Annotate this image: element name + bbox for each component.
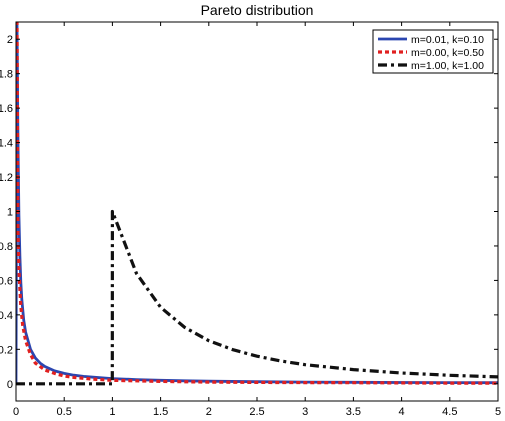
legend: m=0.01, k=0.10m=0.00, k=0.50m=1.00, k=1.… <box>372 29 494 74</box>
legend-label-1: m=0.01, k=0.10 <box>411 34 484 46</box>
chart-title: Pareto distribution <box>201 2 314 18</box>
x-tick-label: 0.5 <box>57 406 72 418</box>
legend-label-3: m=1.00, k=1.00 <box>411 60 484 72</box>
y-tick-label: 1.2 <box>0 172 13 184</box>
x-tick-label: 3.5 <box>346 406 361 418</box>
y-tick-label: 0.6 <box>0 275 13 287</box>
x-tick-label: 4 <box>399 406 405 418</box>
y-tick-label: 1.6 <box>0 103 13 115</box>
x-tick-label: 4.5 <box>442 406 457 418</box>
y-tick-label: 0.4 <box>0 310 13 322</box>
x-tick-label: 2.5 <box>249 406 264 418</box>
x-tick-label: 5 <box>495 406 501 418</box>
x-tick-label: 2 <box>206 406 212 418</box>
series-line-3 <box>16 209 498 386</box>
x-tick-label: 1.5 <box>153 406 168 418</box>
y-tick-label: 1.8 <box>0 69 13 81</box>
x-tick-label: 1 <box>109 406 115 418</box>
x-tick-label: 3 <box>302 406 308 418</box>
y-tick-label: 0 <box>7 379 13 391</box>
y-tick-label: 1.4 <box>0 138 13 150</box>
x-tick-label: 0 <box>13 406 19 418</box>
y-tick-label: 2 <box>7 34 13 46</box>
axes: 0 0.5 1 1.5 2 2.5 3 3.5 4 4.5 5 0 0.2 0.4 0.6 0.8 1 1.2 1.… <box>0 21 501 418</box>
legend-label-2: m=0.00, k=0.50 <box>411 47 484 59</box>
y-tick-label: 0.8 <box>0 241 13 253</box>
y-tick-label: 1 <box>7 207 13 219</box>
axes-frame <box>15 21 499 402</box>
y-tick-label: 0.2 <box>0 344 13 356</box>
series-line-2 <box>16 22 498 385</box>
plot-area <box>16 22 498 386</box>
series-line-1 <box>16 22 498 385</box>
